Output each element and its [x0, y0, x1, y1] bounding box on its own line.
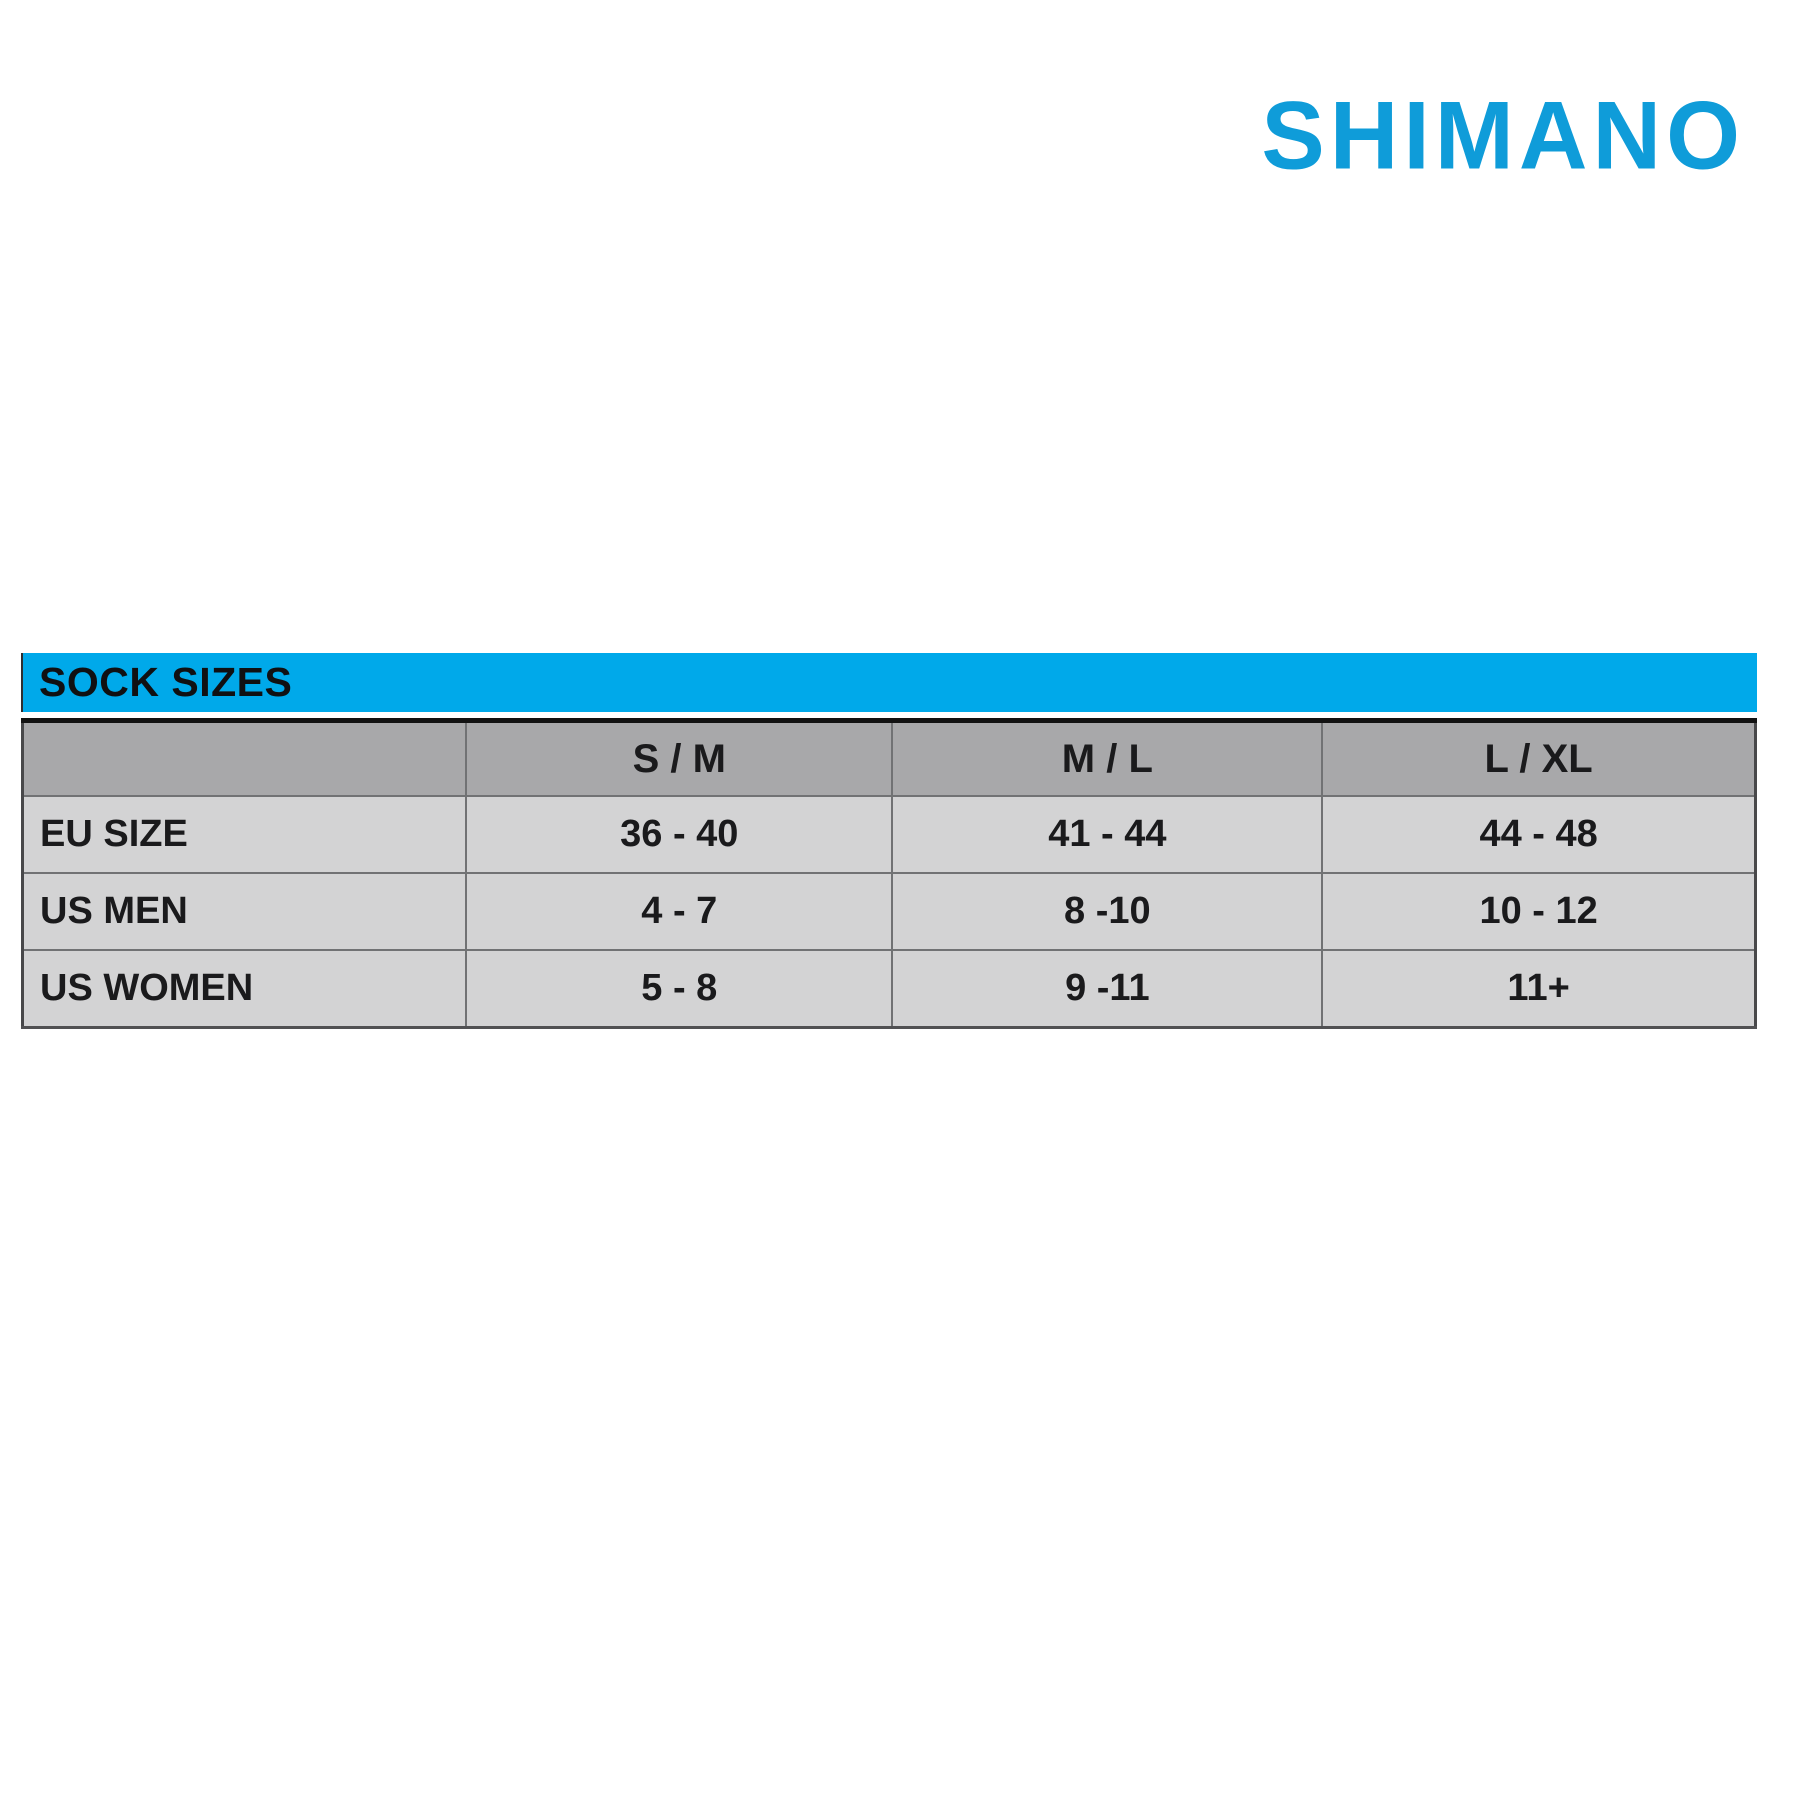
cell-usmen-lxl: 10 - 12: [1321, 872, 1757, 951]
sock-size-chart: SOCK SIZES S / M M / L L / XL EU SIZE 36…: [21, 653, 1757, 1029]
header-cell-empty: [21, 719, 468, 797]
header-cell-ml: M / L: [891, 719, 1324, 797]
cell-usmen-ml: 8 -10: [891, 872, 1324, 951]
header-cell-lxl: L / XL: [1321, 719, 1757, 797]
cell-usmen-sm: 4 - 7: [465, 872, 894, 951]
row-label-us-men: US MEN: [21, 872, 468, 951]
table-row-us-women: US WOMEN 5 - 8 9 -11 11+: [21, 949, 1757, 1029]
cell-uswomen-ml: 9 -11: [891, 949, 1324, 1029]
cell-eu-ml: 41 - 44: [891, 795, 1324, 874]
cell-uswomen-sm: 5 - 8: [465, 949, 894, 1029]
table-row-us-men: US MEN 4 - 7 8 -10 10 - 12: [21, 872, 1757, 951]
cell-eu-sm: 36 - 40: [465, 795, 894, 874]
chart-title-bar: SOCK SIZES: [21, 653, 1757, 712]
size-table: S / M M / L L / XL EU SIZE 36 - 40 41 - …: [21, 718, 1757, 1029]
row-label-eu-size: EU SIZE: [21, 795, 468, 874]
table-row-eu-size: EU SIZE 36 - 40 41 - 44 44 - 48: [21, 795, 1757, 874]
row-label-us-women: US WOMEN: [21, 949, 468, 1029]
shimano-logo: SHIMANO: [1261, 81, 1745, 190]
cell-eu-lxl: 44 - 48: [1321, 795, 1757, 874]
size-table-header-row: S / M M / L L / XL: [21, 719, 1757, 797]
cell-uswomen-lxl: 11+: [1321, 949, 1757, 1029]
title-table-gap: [21, 712, 1757, 718]
header-cell-sm: S / M: [465, 719, 894, 797]
chart-title: SOCK SIZES: [39, 659, 293, 705]
